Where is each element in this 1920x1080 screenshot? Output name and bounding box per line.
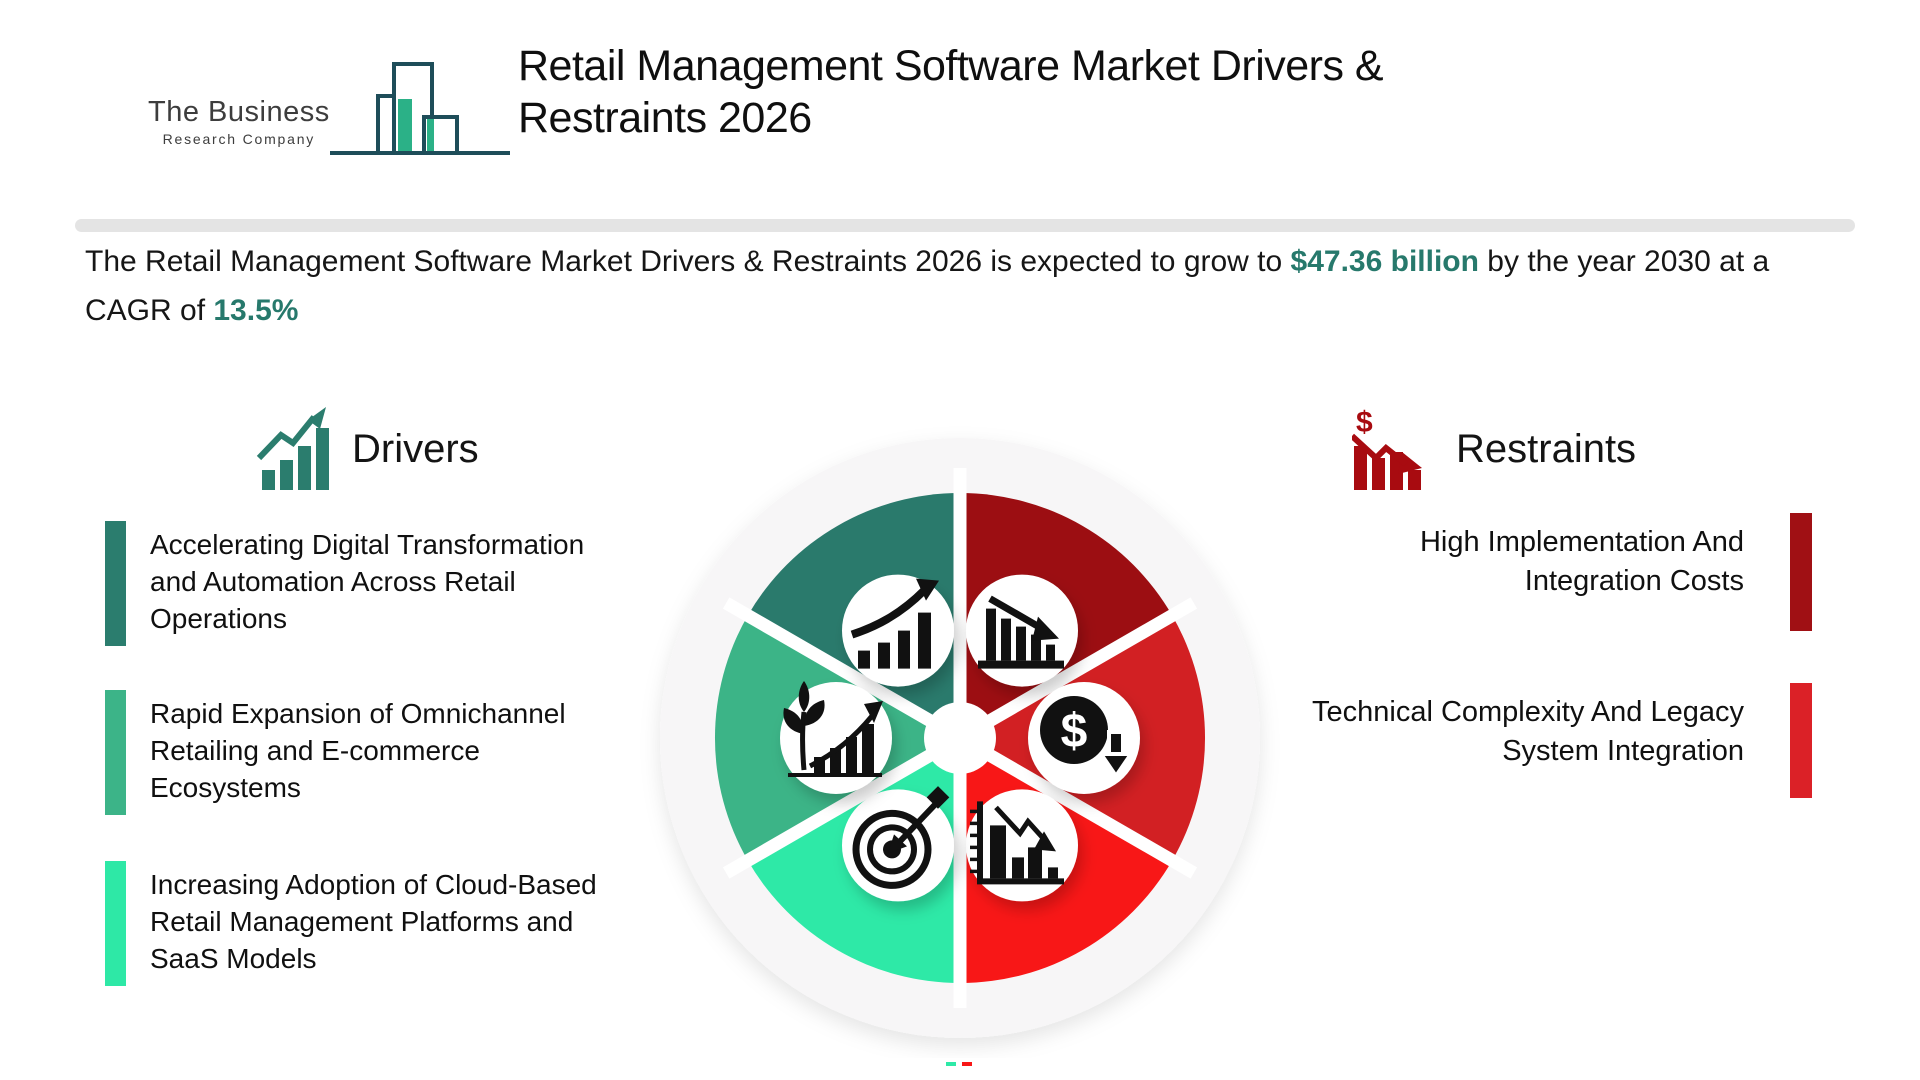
market-summary: The Retail Management Software Market Dr… <box>85 238 1775 335</box>
driver-item-3: Increasing Adoption of Cloud-Based Retai… <box>105 861 597 986</box>
drivers-heading: Drivers <box>256 406 479 492</box>
plant-growth-chart-icon <box>783 681 883 777</box>
restraint-1-text: High Implementation And Integration Cost… <box>1419 526 1744 597</box>
page-title: Retail Management Software Market Driver… <box>518 40 1478 145</box>
summary-text-before: The Retail Management Software Market Dr… <box>85 245 1291 278</box>
driver-3-accent-bar <box>105 861 126 986</box>
restraint-item-1: High Implementation And Integration Cost… <box>1420 513 1812 631</box>
header-divider <box>75 219 1855 232</box>
dollar-decrease-icon: $ <box>1040 696 1133 778</box>
driver-2-accent-bar <box>105 690 126 815</box>
driver-item-1: Accelerating Digital Transformation and … <box>105 521 584 646</box>
drivers-restraints-wheel: $ <box>660 438 1260 1038</box>
brand-logo: The Business Research Company <box>148 96 330 147</box>
declining-bars-arrow-icon <box>978 595 1064 669</box>
growth-curve-bars-icon <box>850 578 939 669</box>
declining-graph-axis-icon <box>970 801 1064 885</box>
svg-text:$: $ <box>1356 406 1373 439</box>
page-title-line-1: Retail Management Software Market Driver… <box>518 42 1384 90</box>
brand-name: The Business <box>148 96 330 128</box>
driver-3-text: Increasing Adoption of Cloud-Based Retai… <box>150 869 597 974</box>
restraint-2-accent-bar <box>1790 683 1812 798</box>
svg-text:$: $ <box>1061 705 1088 758</box>
summary-text-between: by the year 2030 at a CAGR of <box>85 245 1770 327</box>
dollar-bars-down-arrow-icon: $ <box>1352 406 1422 490</box>
drivers-heading-label: Drivers <box>352 426 479 471</box>
wheel-icons: $ <box>780 574 1140 902</box>
brand-logo-chart-icon <box>330 62 510 155</box>
restraint-item-2: Technical Complexity And Legacy System I… <box>1312 683 1812 798</box>
page-title-line-2: Restraints 2026 <box>518 94 812 143</box>
restraint-2-text: Technical Complexity And Legacy System I… <box>1311 696 1744 767</box>
market-value: $47.36 billion <box>1290 245 1479 278</box>
restraints-heading: $ Restraints <box>1352 406 1636 492</box>
bottom-edge-green-sliver <box>946 1062 956 1066</box>
driver-item-2: Rapid Expansion of Omnichannel Retailing… <box>105 690 566 815</box>
target-dart-icon <box>852 786 950 889</box>
bottom-edge-red-sliver <box>962 1062 972 1066</box>
restraint-1-accent-bar <box>1790 513 1812 631</box>
brand-subname: Research Company <box>162 131 316 147</box>
restraints-heading-label: Restraints <box>1456 426 1637 471</box>
driver-1-text: Accelerating Digital Transformation and … <box>150 529 585 634</box>
cagr-value: 13.5% <box>213 293 299 327</box>
icon-circle-left <box>780 682 892 794</box>
growth-bars-up-arrow-icon <box>256 407 329 490</box>
wheel-separators <box>722 468 1198 1008</box>
driver-1-accent-bar <box>105 521 126 646</box>
driver-2-text: Rapid Expansion of Omnichannel Retailing… <box>150 698 566 803</box>
